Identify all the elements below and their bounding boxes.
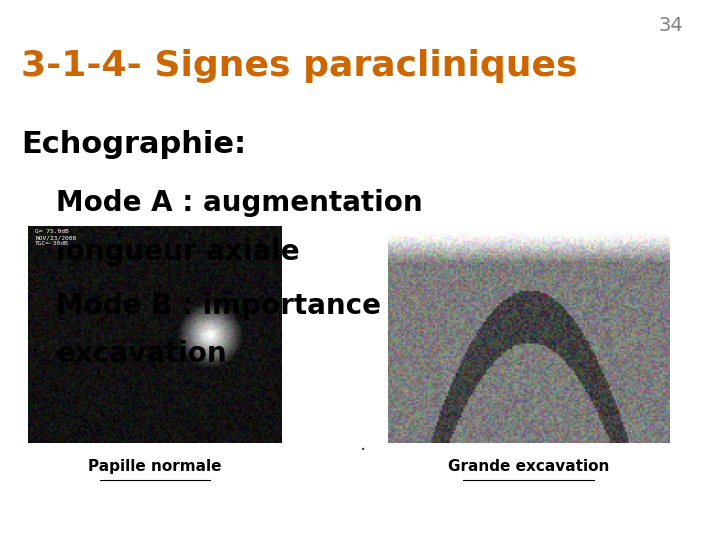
Text: Mode B : importance: Mode B : importance (56, 292, 382, 320)
Text: Mode A : augmentation: Mode A : augmentation (56, 189, 423, 217)
Text: 34: 34 (659, 16, 683, 35)
Text: longueur axiale: longueur axiale (56, 238, 300, 266)
Text: Papille normale: Papille normale (89, 459, 222, 474)
Text: Echographie:: Echographie: (21, 130, 246, 159)
Text: Grande excavation: Grande excavation (448, 459, 609, 474)
Text: excavation: excavation (56, 340, 227, 368)
Text: .: . (360, 435, 366, 454)
Text: 3-1-4- Signes paracliniques: 3-1-4- Signes paracliniques (21, 49, 577, 83)
Text: G= 75.0dB
NOV/23/2008
TGC=-30dB: G= 75.0dB NOV/23/2008 TGC=-30dB (35, 230, 76, 246)
